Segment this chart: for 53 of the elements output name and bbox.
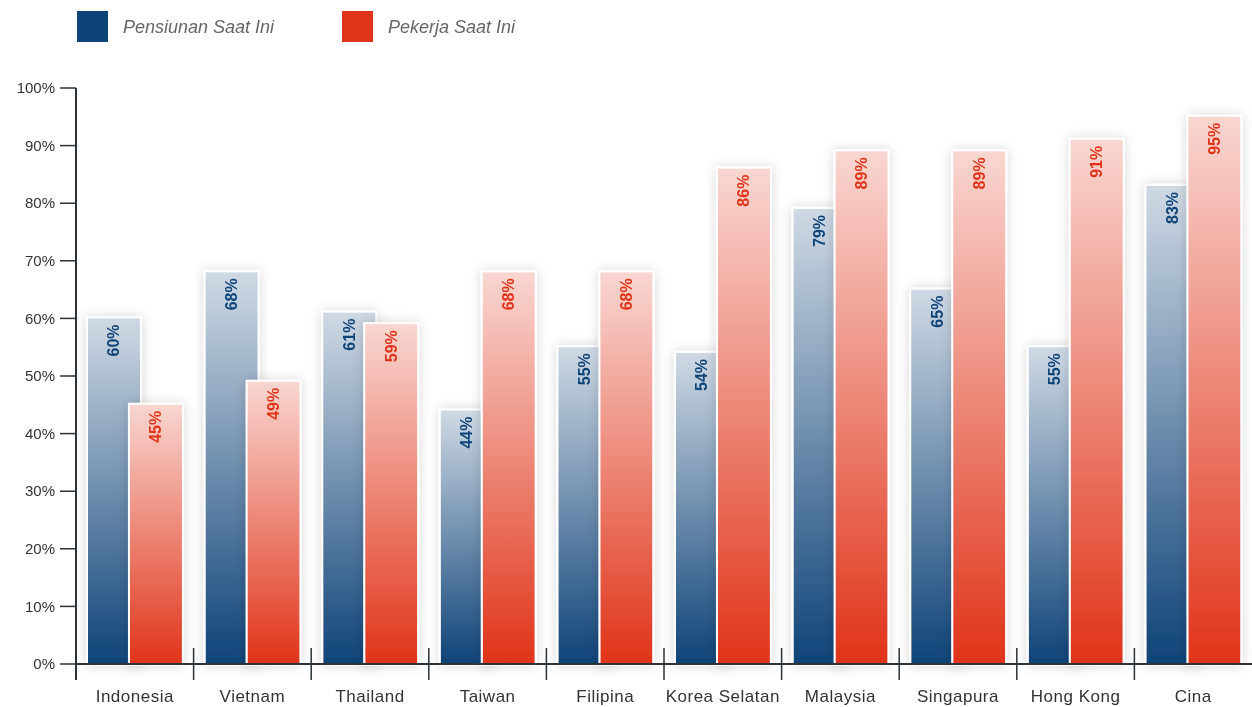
data-label: 91%	[1088, 145, 1106, 178]
y-tick-label: 70%	[24, 252, 55, 270]
data-label: 60%	[105, 324, 123, 357]
data-label: 83%	[1163, 191, 1181, 224]
x-tick-label: Singapura	[916, 687, 1000, 706]
data-label: 89%	[853, 157, 871, 190]
data-label: 44%	[458, 416, 476, 449]
x-tick-label: Hong Kong	[1030, 687, 1121, 706]
bar	[600, 272, 653, 664]
data-label: 79%	[811, 214, 829, 247]
y-tick-label: 80%	[24, 194, 55, 212]
y-tick-label: 60%	[24, 309, 55, 327]
legend-label: Pekerja Saat Ini	[388, 17, 517, 38]
y-tick-label: 0%	[33, 655, 55, 673]
x-tick-label: Malaysia	[804, 687, 876, 706]
data-label: 59%	[382, 330, 400, 363]
data-label: 49%	[265, 387, 283, 420]
data-label: 68%	[617, 278, 635, 311]
legend-label: Pensiunan Saat Ini	[123, 17, 276, 38]
y-tick-label: 50%	[24, 367, 55, 385]
bar	[1188, 116, 1241, 664]
data-label: 54%	[693, 358, 711, 391]
bar	[717, 168, 770, 664]
data-label: 86%	[735, 174, 753, 207]
data-label: 65%	[928, 295, 946, 328]
x-tick-label: Taiwan	[459, 687, 516, 706]
y-tick-label: 100%	[16, 79, 55, 97]
data-label: 61%	[340, 318, 358, 351]
data-label: 55%	[1046, 353, 1064, 386]
y-tick-label: 90%	[24, 136, 55, 154]
data-label: 68%	[223, 278, 241, 311]
data-label: 45%	[147, 410, 165, 443]
y-tick-label: 10%	[24, 597, 55, 615]
bar	[953, 151, 1006, 664]
bar	[482, 272, 535, 664]
data-label: 89%	[970, 157, 988, 190]
x-tick-label: Indonesia	[95, 687, 174, 706]
y-tick-label: 20%	[24, 540, 55, 558]
x-tick-label: Cina	[1174, 687, 1212, 706]
bar	[835, 151, 888, 664]
y-tick-label: 30%	[24, 482, 55, 500]
bar	[365, 324, 418, 664]
data-label: 95%	[1205, 122, 1223, 155]
data-label: 55%	[575, 353, 593, 386]
y-tick-label: 40%	[24, 424, 55, 442]
x-tick-label: Vietnam	[219, 687, 286, 706]
bar	[1070, 139, 1123, 664]
x-tick-label: Korea Selatan	[665, 687, 780, 706]
data-label: 68%	[500, 278, 518, 311]
x-tick-label: Thailand	[335, 687, 405, 706]
x-tick-label: Filipina	[576, 687, 635, 706]
bar	[247, 381, 300, 664]
bar	[129, 404, 182, 664]
